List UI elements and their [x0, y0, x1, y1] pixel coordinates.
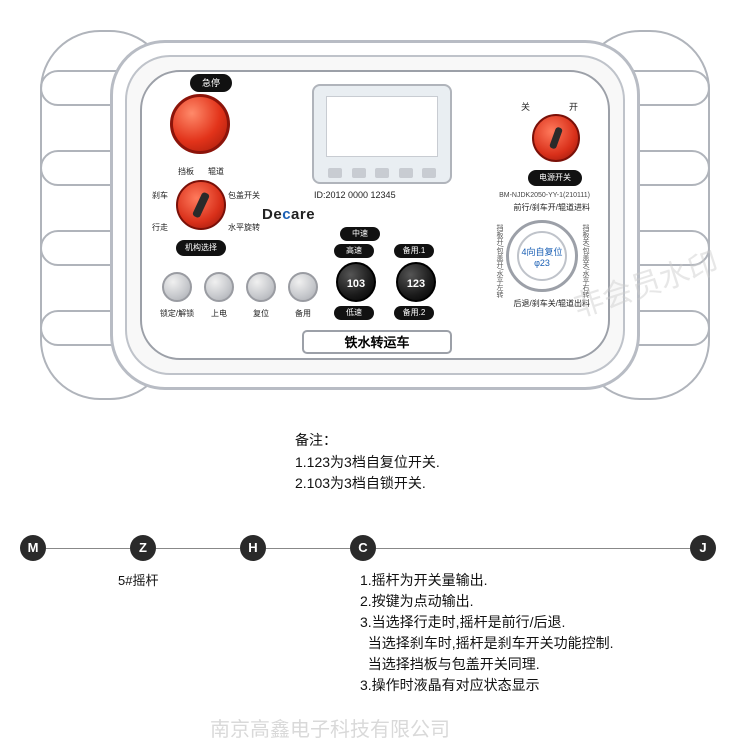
- reset-button[interactable]: [246, 272, 276, 302]
- bullet-h: H: [240, 535, 266, 561]
- selector-label-bl: 行走: [152, 222, 168, 233]
- spare-knob-123[interactable]: 123: [396, 262, 436, 302]
- selector-label-tl: 挡板: [178, 166, 194, 177]
- note-1: 1.123为3档自复位开关.: [295, 452, 440, 474]
- bullet-z: Z: [130, 535, 156, 561]
- power-off-label: 关: [521, 100, 530, 113]
- joystick-4way[interactable]: 4向自复位φ23: [506, 220, 578, 292]
- btn-label-4: 备用: [288, 308, 318, 319]
- estop-label: 急停: [190, 74, 232, 92]
- joystick-top-label: 前行/刹车开/辊道进料: [514, 202, 590, 213]
- lcd-inner: [326, 96, 438, 157]
- bullet-line: [156, 548, 240, 549]
- desc-4: 3.操作时液晶有对应状态显示: [360, 675, 614, 696]
- remote-device: 急停 挡板 辊道 刹车 包盖开关 行走 水平旋转 机构选择 关 开 电源开关 B…: [50, 10, 700, 420]
- joystick-left-label: 挡板开/包盖开/水平左转: [494, 224, 504, 298]
- btn-label-2: 上电: [204, 308, 234, 319]
- selector-pill-label: 机构选择: [176, 240, 226, 256]
- bullet-j: J: [690, 535, 716, 561]
- joystick-center: 4向自复位φ23: [517, 231, 567, 281]
- knob2-bot-label: 备用.2: [394, 306, 434, 320]
- bullet-c: C: [350, 535, 376, 561]
- power-on-label: 开: [569, 100, 578, 113]
- device-id: ID:2012 0000 12345: [314, 190, 396, 200]
- watermark-footer: 南京高鑫电子科技有限公司: [210, 713, 450, 742]
- btn-label-3: 复位: [246, 308, 276, 319]
- selector-label-r: 包盖开关: [228, 190, 260, 201]
- lcd-soft-buttons: [328, 168, 436, 178]
- mechanism-selector-knob[interactable]: [176, 180, 226, 230]
- emergency-stop-button[interactable]: [170, 94, 230, 154]
- desc-2: 2.按键为点动输出.: [360, 591, 614, 612]
- bullet-line: [266, 548, 350, 549]
- device-name-plate: 铁水转运车: [302, 330, 452, 354]
- notes-block: 备注： 1.123为3档自复位开关. 2.103为3档自锁开关.: [295, 430, 440, 495]
- model-number: BM-NJDK2050-YY-1(210111): [499, 192, 590, 199]
- brand-logo: Decare: [262, 206, 315, 223]
- callout-row: M Z H C J: [20, 535, 730, 575]
- desc-3b: 当选择刹车时,摇杆是刹车开关功能控制.: [360, 633, 614, 654]
- power-switch[interactable]: [532, 114, 580, 162]
- bullet-m: M: [20, 535, 46, 561]
- desc-3c: 当选择挡板与包盖开关同理.: [360, 654, 614, 675]
- power-on-button[interactable]: [204, 272, 234, 302]
- z-caption: 5#摇杆: [118, 570, 158, 589]
- btn-label-1: 锁定/解锁: [154, 308, 200, 319]
- spare-button[interactable]: [288, 272, 318, 302]
- desc-3: 3.当选择行走时,摇杆是前行/后退.: [360, 612, 614, 633]
- speed-knob-103[interactable]: 103: [336, 262, 376, 302]
- notes-title: 备注：: [295, 430, 440, 452]
- note-2: 2.103为3档自锁开关.: [295, 473, 440, 495]
- selector-label-l: 刹车: [152, 190, 168, 201]
- bullet-line: [46, 548, 130, 549]
- knob1-mid-label: 中速: [340, 227, 380, 241]
- knob2-top-label: 备用.1: [394, 244, 434, 258]
- joystick-bottom-label: 后退/刹车关/辊道出料: [514, 298, 590, 309]
- lcd-screen: [312, 84, 452, 184]
- knob1-top-label: 高速: [334, 244, 374, 258]
- selector-label-tr: 辊道: [208, 166, 224, 177]
- power-pill-label: 电源开关: [528, 170, 582, 186]
- lock-unlock-button[interactable]: [162, 272, 192, 302]
- control-panel: 急停 挡板 辊道 刹车 包盖开关 行走 水平旋转 机构选择 关 开 电源开关 B…: [140, 70, 610, 360]
- joystick-right-label: 挡板关/包盖关/水平右转: [580, 224, 590, 298]
- description-block: 1.摇杆为开关量输出. 2.按键为点动输出. 3.当选择行走时,摇杆是前行/后退…: [360, 570, 614, 696]
- knob1-bot-label: 低速: [334, 306, 374, 320]
- bullet-line: [376, 548, 690, 549]
- selector-label-br: 水平旋转: [228, 222, 260, 233]
- desc-1: 1.摇杆为开关量输出.: [360, 570, 614, 591]
